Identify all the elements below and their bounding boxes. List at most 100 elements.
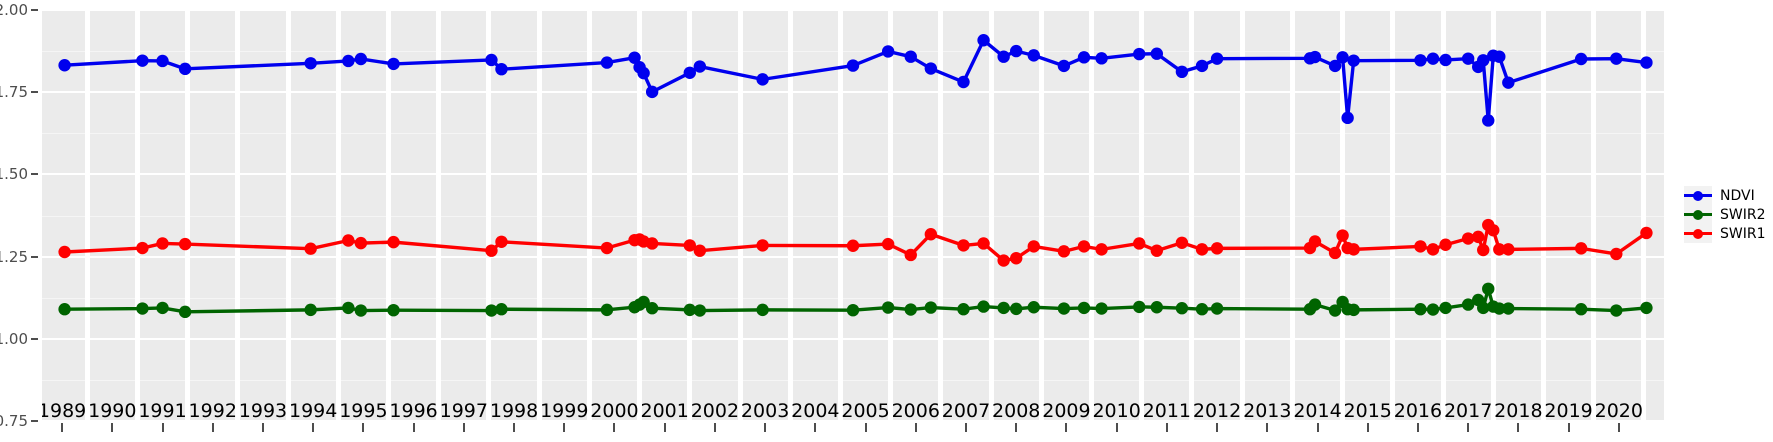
data-point bbox=[387, 57, 400, 71]
x-tick-label: 1989 bbox=[42, 400, 87, 421]
series-swir2 bbox=[58, 282, 1653, 319]
grid-line-vertical bbox=[1239, 10, 1245, 421]
x-tick-mark bbox=[1416, 423, 1419, 432]
x-tick-mark bbox=[1065, 423, 1068, 432]
data-point bbox=[1574, 242, 1588, 255]
x-tick-mark bbox=[1366, 423, 1369, 432]
data-point bbox=[997, 301, 1010, 315]
data-point bbox=[1414, 54, 1427, 67]
data-point bbox=[1175, 236, 1189, 249]
data-point bbox=[354, 52, 368, 66]
data-point bbox=[1482, 282, 1495, 296]
grid-line-horizontal bbox=[42, 255, 1664, 258]
data-point bbox=[485, 53, 498, 67]
x-tick-label: 1996 bbox=[389, 400, 438, 421]
data-point bbox=[683, 303, 696, 317]
grid-line-vertical bbox=[888, 10, 894, 421]
data-point bbox=[58, 59, 71, 72]
data-point bbox=[924, 62, 938, 75]
data-point bbox=[1077, 51, 1091, 64]
x-tick-label: 2018 bbox=[1494, 400, 1543, 421]
grid-line-vertical bbox=[134, 10, 140, 421]
grid-line-vertical bbox=[737, 10, 743, 421]
grid-line-vertical bbox=[486, 10, 492, 421]
data-point bbox=[1574, 303, 1588, 316]
x-tick-label: 2012 bbox=[1192, 400, 1242, 421]
data-point bbox=[1133, 47, 1146, 61]
data-point bbox=[1095, 302, 1108, 315]
data-point bbox=[1640, 56, 1653, 69]
data-point bbox=[1010, 252, 1023, 265]
x-tick-mark bbox=[412, 423, 415, 432]
data-point bbox=[693, 60, 707, 73]
data-point bbox=[178, 62, 192, 76]
legend-item-swir1[interactable]: SWIR1 bbox=[1684, 224, 1773, 243]
data-point bbox=[846, 59, 860, 72]
grid-line-vertical bbox=[1089, 10, 1095, 421]
x-tick-label: 1993 bbox=[238, 400, 288, 421]
data-point bbox=[1027, 301, 1040, 314]
y-tick-mark bbox=[31, 9, 38, 11]
x-tick-label: 2005 bbox=[841, 400, 890, 421]
data-point bbox=[1493, 302, 1506, 315]
x-tick-label: 1999 bbox=[540, 400, 589, 421]
data-point bbox=[136, 54, 149, 67]
x-tick-label: 2001 bbox=[640, 400, 689, 421]
grid-line-vertical bbox=[1490, 10, 1496, 421]
grid-line-horizontal-minor bbox=[42, 215, 1664, 217]
series-line bbox=[62, 38, 1649, 123]
data-point bbox=[1328, 246, 1342, 260]
grid-line-horizontal-minor bbox=[42, 133, 1664, 135]
data-point bbox=[1027, 49, 1040, 62]
x-tick-mark bbox=[312, 423, 315, 432]
data-point bbox=[1195, 59, 1209, 73]
legend-item-ndvi[interactable]: NDVI bbox=[1684, 186, 1773, 205]
x-tick-mark bbox=[914, 423, 917, 432]
y-tick-mark bbox=[31, 420, 38, 422]
legend-item-swir2[interactable]: SWIR2 bbox=[1684, 205, 1773, 224]
x-tick-label: 2014 bbox=[1293, 400, 1342, 421]
data-point bbox=[1077, 240, 1091, 253]
data-point bbox=[957, 303, 970, 316]
data-point bbox=[1195, 303, 1209, 316]
data-point bbox=[1426, 52, 1440, 65]
data-point bbox=[1610, 304, 1623, 317]
grid-line-vertical bbox=[1591, 10, 1597, 421]
grid-line-horizontal bbox=[42, 10, 1664, 11]
data-point bbox=[1010, 302, 1023, 316]
x-tick-label: 2020 bbox=[1594, 400, 1643, 421]
y-tick-label: 1.75 bbox=[0, 83, 28, 102]
data-point bbox=[156, 54, 169, 68]
data-point bbox=[637, 66, 650, 80]
data-point bbox=[1574, 52, 1588, 66]
x-tick-mark bbox=[1165, 423, 1168, 432]
y-axis: 2.00 1.75 1.50 1.25 1.00 0.75 bbox=[0, 0, 42, 442]
x-tick-mark bbox=[1216, 423, 1219, 432]
data-point bbox=[58, 303, 71, 316]
data-point bbox=[342, 301, 355, 315]
x-tick-label: 1991 bbox=[138, 400, 187, 421]
data-point bbox=[1439, 53, 1452, 67]
data-point bbox=[1175, 302, 1189, 315]
data-point bbox=[1461, 232, 1475, 245]
data-point bbox=[683, 66, 696, 79]
data-point bbox=[1133, 300, 1146, 314]
data-point bbox=[1472, 230, 1485, 244]
data-point bbox=[1095, 52, 1108, 65]
data-point bbox=[178, 305, 192, 319]
data-point bbox=[1414, 240, 1427, 253]
x-tick-label: 2006 bbox=[891, 400, 940, 421]
data-point bbox=[957, 75, 970, 89]
data-point bbox=[693, 244, 707, 257]
grid-line-vertical bbox=[1189, 10, 1195, 421]
data-point bbox=[600, 303, 614, 317]
data-point bbox=[1210, 52, 1224, 65]
data-point bbox=[1477, 301, 1490, 315]
data-point bbox=[1493, 243, 1506, 256]
data-point bbox=[1439, 238, 1452, 251]
x-tick-label: 2000 bbox=[590, 400, 639, 421]
x-tick-mark bbox=[1517, 423, 1520, 432]
grid-line-vertical bbox=[586, 10, 592, 421]
x-tick-label: 2015 bbox=[1343, 400, 1392, 421]
data-point bbox=[924, 301, 938, 314]
